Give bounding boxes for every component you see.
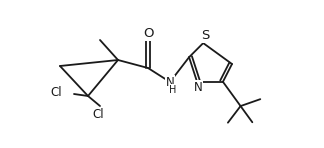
Text: O: O — [143, 26, 153, 40]
Text: Cl: Cl — [92, 107, 104, 120]
Text: N: N — [166, 75, 174, 89]
Text: H: H — [169, 85, 177, 95]
Text: S: S — [201, 29, 209, 42]
Text: N: N — [194, 81, 202, 94]
Text: Cl: Cl — [50, 86, 62, 99]
